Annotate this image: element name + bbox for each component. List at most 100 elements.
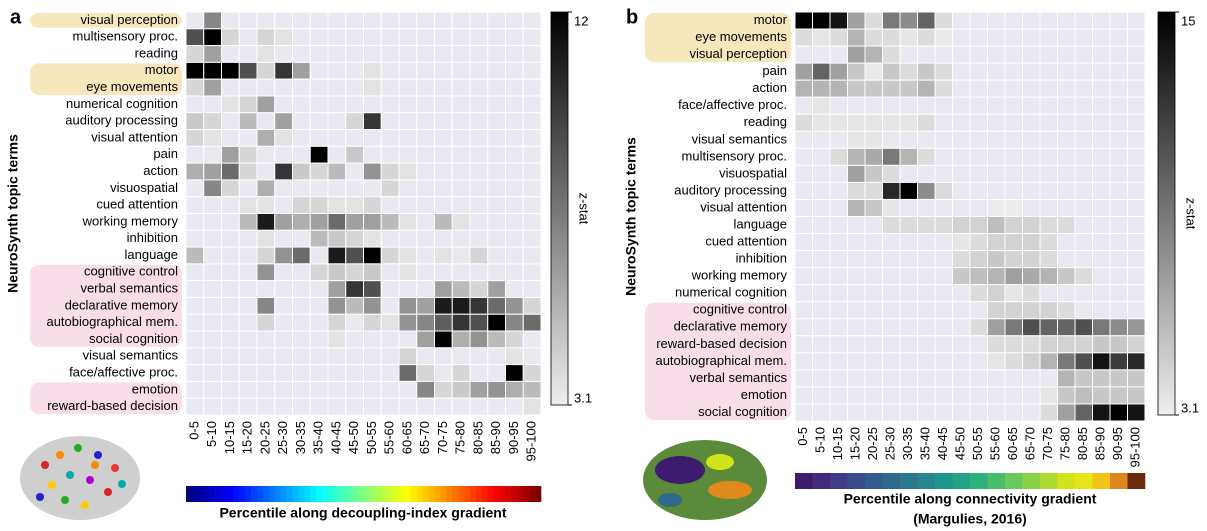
empty-cell: [434, 196, 453, 214]
empty-cell: [327, 28, 347, 47]
heatmap-cell: [185, 112, 205, 131]
gradient-swatch: [900, 473, 918, 489]
empty-cell: [505, 397, 524, 416]
heatmap-cell: [847, 164, 866, 183]
empty-cell: [987, 62, 1006, 81]
heatmap-cell: [451, 380, 471, 399]
heatmap-cell: [829, 79, 848, 98]
heatmap-cell: [829, 11, 848, 30]
empty-cell: [1039, 28, 1058, 47]
empty-cell: [185, 229, 205, 248]
heatmap-cell: [203, 61, 222, 80]
gradient-swatch: [251, 486, 258, 502]
heatmap-cell: [864, 147, 883, 166]
empty-cell: [1092, 79, 1111, 98]
empty-cell: [952, 62, 971, 81]
empty-cell: [934, 318, 953, 337]
empty-cell: [1057, 147, 1076, 166]
empty-cell: [451, 145, 471, 164]
heatmap-cell: [451, 330, 471, 349]
row-label: inhibition: [736, 251, 787, 266]
row-label: motor: [145, 62, 179, 77]
heatmap-cell: [434, 246, 453, 265]
gradient-swatch: [227, 486, 234, 502]
gradient-swatch: [363, 486, 370, 502]
empty-cell: [1074, 62, 1093, 81]
empty-cell: [952, 181, 971, 200]
empty-cell: [1022, 147, 1041, 166]
empty-cell: [882, 318, 901, 337]
empty-cell: [451, 196, 471, 214]
heatmap-cell: [969, 233, 988, 252]
empty-cell: [292, 347, 311, 366]
gradient-swatch: [399, 486, 406, 502]
empty-cell: [1109, 233, 1128, 252]
empty-cell: [327, 112, 347, 131]
empty-cell: [345, 95, 364, 114]
empty-cell: [309, 364, 329, 382]
empty-cell: [864, 369, 883, 388]
empty-cell: [522, 196, 542, 214]
empty-cell: [1074, 216, 1093, 235]
empty-cell: [434, 45, 453, 63]
empty-cell: [1092, 62, 1111, 81]
empty-cell: [934, 284, 953, 303]
empty-cell: [812, 198, 831, 217]
empty-cell: [505, 78, 524, 97]
gradient-swatch: [203, 486, 210, 502]
empty-cell: [1039, 96, 1058, 115]
empty-cell: [469, 196, 489, 214]
empty-cell: [969, 352, 988, 371]
colorbar-label: z-stat: [577, 193, 592, 225]
empty-cell: [469, 129, 489, 147]
heatmap-cell: [1039, 233, 1058, 252]
gradient-swatch: [446, 486, 453, 502]
empty-cell: [398, 145, 418, 164]
empty-cell: [522, 61, 542, 80]
empty-cell: [969, 45, 988, 64]
row-label: pain: [762, 63, 787, 78]
empty-cell: [203, 196, 222, 214]
heatmap-cell: [221, 162, 240, 181]
row-label: visuospatial: [719, 165, 787, 180]
empty-cell: [221, 263, 240, 282]
heatmap-cell: [882, 181, 901, 200]
heatmap-cell: [1057, 216, 1076, 235]
heatmap-cell: [1039, 250, 1058, 269]
heatmap-cell: [363, 213, 382, 231]
empty-cell: [434, 95, 453, 114]
x-axis-label: (Margulies, 2016): [913, 511, 1027, 527]
empty-cell: [380, 112, 400, 131]
heatmap-cell: [987, 267, 1006, 286]
heatmap-cell: [1092, 403, 1111, 422]
empty-cell: [398, 330, 418, 349]
heatmap-cell: [899, 79, 918, 98]
empty-cell: [451, 162, 471, 181]
empty-cell: [1057, 45, 1076, 64]
empty-cell: [292, 129, 311, 147]
heatmap-cell: [363, 162, 382, 181]
heatmap-cell: [238, 213, 258, 231]
row-label: social cognition: [698, 404, 787, 419]
gradient-swatch: [440, 486, 447, 502]
heatmap-cell: [185, 246, 205, 265]
empty-cell: [1109, 301, 1128, 320]
heatmap-cell: [794, 62, 813, 81]
empty-cell: [398, 112, 418, 131]
heatmap-cell: [505, 330, 524, 349]
gradient-swatch: [917, 473, 936, 489]
empty-cell: [380, 196, 400, 214]
heatmap-cell: [1092, 318, 1111, 337]
heatmap-cell: [812, 28, 831, 47]
heatmap-cell: [256, 213, 276, 231]
empty-cell: [434, 129, 453, 147]
empty-cell: [203, 246, 222, 265]
empty-cell: [1074, 164, 1093, 183]
empty-cell: [864, 352, 883, 371]
gradient-swatch: [262, 486, 270, 502]
empty-cell: [434, 179, 453, 198]
heatmap-cell: [309, 229, 329, 248]
empty-cell: [829, 181, 848, 200]
empty-cell: [899, 369, 918, 388]
empty-cell: [522, 229, 542, 248]
